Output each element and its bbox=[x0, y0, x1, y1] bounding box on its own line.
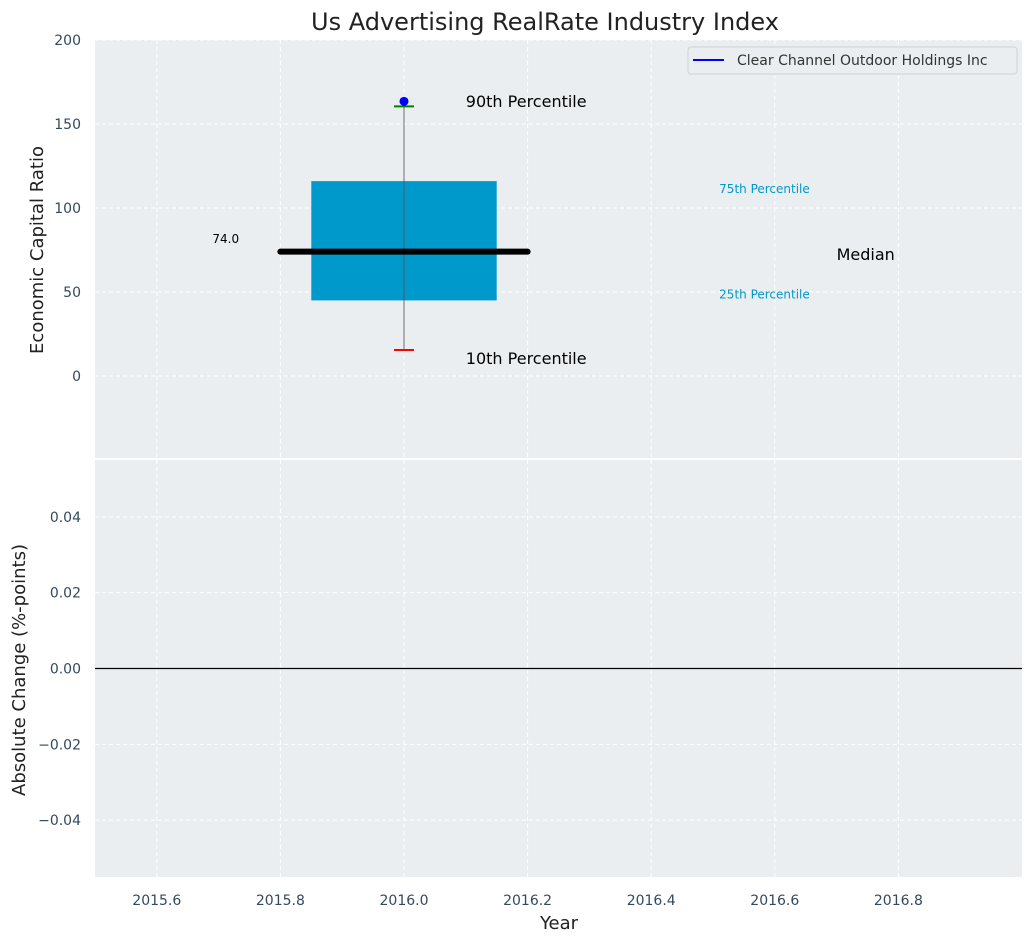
annotation-label: 25th Percentile bbox=[719, 288, 810, 302]
x-tick-label: 2016.4 bbox=[627, 893, 676, 909]
top-y-tick-label: 150 bbox=[54, 117, 81, 133]
annotation-label: 90th Percentile bbox=[466, 92, 587, 111]
company-point bbox=[399, 96, 409, 106]
bottom-y-tick-label: 0.00 bbox=[50, 662, 81, 678]
top-y-tick-label: 0 bbox=[72, 369, 81, 385]
top-y-tick-label: 200 bbox=[54, 33, 81, 49]
x-tick-label: 2016.6 bbox=[750, 893, 799, 909]
legend: Clear Channel Outdoor Holdings Inc bbox=[687, 46, 1018, 75]
x-axis-label: Year bbox=[539, 913, 579, 934]
top-y-tick-label: 100 bbox=[54, 201, 81, 217]
annotation-label: 75th Percentile bbox=[719, 182, 810, 196]
legend-label: Clear Channel Outdoor Holdings Inc bbox=[737, 53, 988, 69]
chart-title: Us Advertising RealRate Industry Index bbox=[311, 8, 779, 36]
x-tick-label: 2016.0 bbox=[380, 893, 429, 909]
annotation-label: 74.0 bbox=[212, 232, 239, 246]
annotation-label: 10th Percentile bbox=[466, 349, 587, 368]
x-tick-label: 2016.2 bbox=[503, 893, 552, 909]
x-tick-label: 2015.8 bbox=[256, 893, 305, 909]
x-tick-label: 2015.6 bbox=[132, 893, 181, 909]
bottom-y-tick-label: 0.02 bbox=[50, 586, 81, 602]
top-plot-area bbox=[95, 40, 1022, 458]
bottom-y-tick-label: 0.04 bbox=[50, 510, 81, 526]
top-y-tick-label: 50 bbox=[63, 285, 81, 301]
legend-box bbox=[687, 46, 1018, 75]
bottom-y-axis-label: Absolute Change (%-points) bbox=[9, 544, 30, 796]
annotation-label: Median bbox=[837, 245, 895, 264]
top-y-axis-label: Economic Capital Ratio bbox=[27, 146, 48, 354]
bottom-y-tick-label: −0.02 bbox=[38, 737, 81, 753]
bottom-y-tick-label: −0.04 bbox=[38, 813, 81, 829]
x-tick-label: 2016.8 bbox=[874, 893, 923, 909]
